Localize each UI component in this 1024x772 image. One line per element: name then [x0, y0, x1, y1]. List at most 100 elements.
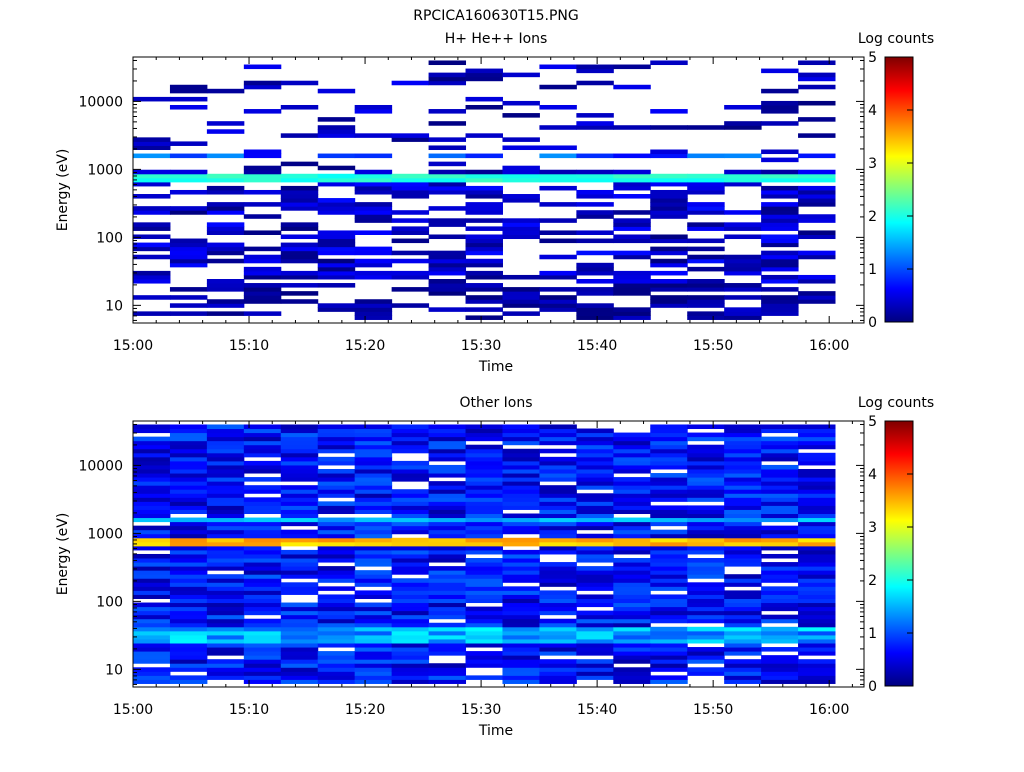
heatmap-cell	[502, 473, 540, 478]
heatmap-cell	[133, 194, 171, 199]
heatmap-cell	[391, 432, 430, 438]
heatmap-cell	[206, 303, 245, 308]
heatmap-cell	[133, 145, 171, 151]
heatmap-cell	[206, 647, 245, 652]
heatmap-cell	[428, 594, 467, 599]
heatmap-cell	[428, 667, 467, 672]
heatmap-cell	[317, 234, 356, 240]
heatmap-cell	[576, 464, 614, 470]
heatmap-cell	[354, 315, 393, 320]
heatmap-cell	[576, 501, 614, 506]
heatmap-cell	[613, 590, 651, 595]
heatmap-cell	[133, 206, 171, 211]
colorbar-tick-label: 2	[868, 209, 877, 225]
heatmap-cell	[576, 238, 614, 244]
heatmap-cell	[280, 590, 319, 595]
heatmap-cell	[650, 262, 688, 268]
heatmap-cell	[650, 109, 688, 114]
heatmap-cell	[613, 638, 651, 644]
heatmap-cell	[280, 489, 319, 494]
heatmap-cell	[761, 295, 799, 300]
heatmap-cell	[465, 464, 503, 470]
heatmap-cell	[687, 222, 725, 227]
heatmap-cell	[724, 578, 762, 583]
heatmap-cell	[428, 610, 467, 616]
heatmap-cell	[133, 614, 171, 620]
colorbar-tick-label: 1	[868, 626, 877, 642]
heatmap-cell	[650, 598, 688, 604]
heatmap-cell	[502, 667, 540, 672]
heatmap-cell	[169, 262, 208, 268]
heatmap-cell	[539, 541, 577, 547]
heatmap-cell	[243, 582, 282, 587]
heatmap-cell	[761, 173, 799, 179]
heatmap-cell	[539, 562, 577, 567]
heatmap-cell	[761, 266, 799, 272]
heatmap-cell	[613, 622, 651, 628]
heatmap-cell	[428, 570, 467, 575]
heatmap-cell	[650, 238, 688, 244]
heatmap-cell	[428, 489, 467, 494]
heatmap-cell	[539, 489, 577, 494]
heatmap-cell	[687, 238, 725, 244]
heatmap-cell	[133, 513, 171, 519]
heatmap-cell	[280, 586, 319, 591]
heatmap-cell	[502, 485, 540, 490]
heatmap-cell	[428, 638, 467, 644]
heatmap-cell	[428, 549, 467, 555]
heatmap-cell	[206, 505, 245, 510]
figure-title: RPCICA160630T15.PNG	[413, 8, 578, 24]
heatmap-cell	[428, 545, 467, 551]
heatmap-cell	[798, 84, 836, 90]
heatmap-cell	[613, 468, 651, 474]
heatmap-cell	[133, 578, 171, 583]
heatmap-cell	[317, 614, 356, 620]
heatmap-cell	[539, 618, 577, 624]
heatmap-cell	[428, 497, 467, 502]
heatmap-cell	[650, 675, 688, 680]
heatmap-cell	[576, 210, 614, 215]
y-tick-label: 100	[96, 230, 123, 246]
y-tick-label: 10	[105, 662, 123, 678]
heatmap-cell	[576, 460, 614, 466]
heatmap-cell	[317, 679, 356, 684]
heatmap-cell	[169, 553, 208, 559]
heatmap-cell	[687, 634, 725, 640]
heatmap-cell	[724, 505, 762, 510]
heatmap-cell	[539, 634, 577, 640]
heatmap-cell	[280, 202, 319, 207]
heatmap-cell	[243, 497, 282, 502]
heatmap-cell	[280, 626, 319, 632]
heatmap-cell	[465, 238, 503, 244]
heatmap-cell	[650, 566, 688, 571]
heatmap-cell	[613, 675, 651, 680]
heatmap-cell	[133, 137, 171, 142]
heatmap-cell	[317, 622, 356, 628]
heatmap-cell	[687, 570, 725, 575]
heatmap-cell	[613, 594, 651, 599]
heatmap-cell	[613, 456, 651, 462]
heatmap-cell	[133, 96, 171, 102]
heatmap-cell	[798, 643, 836, 648]
heatmap-cell	[502, 295, 540, 300]
heatmap-cell	[798, 452, 836, 458]
heatmap-cell	[798, 610, 836, 616]
heatmap-cell	[354, 497, 393, 502]
heatmap-cell	[428, 485, 467, 490]
heatmap-cell	[169, 424, 208, 430]
heatmap-cell	[280, 634, 319, 640]
heatmap-cell	[354, 647, 393, 652]
heatmap-cell	[206, 452, 245, 458]
heatmap-cell	[428, 258, 467, 264]
heatmap-cell	[133, 274, 171, 280]
heatmap-cell	[798, 432, 836, 438]
heatmap-cell	[687, 283, 725, 288]
heatmap-cell	[539, 497, 577, 502]
heatmap-cell	[650, 602, 688, 608]
heatmap-cell	[798, 424, 836, 430]
heatmap-cell	[465, 448, 503, 454]
heatmap-cell	[243, 424, 282, 430]
heatmap-cell	[539, 582, 577, 587]
heatmap-cell	[724, 517, 762, 523]
